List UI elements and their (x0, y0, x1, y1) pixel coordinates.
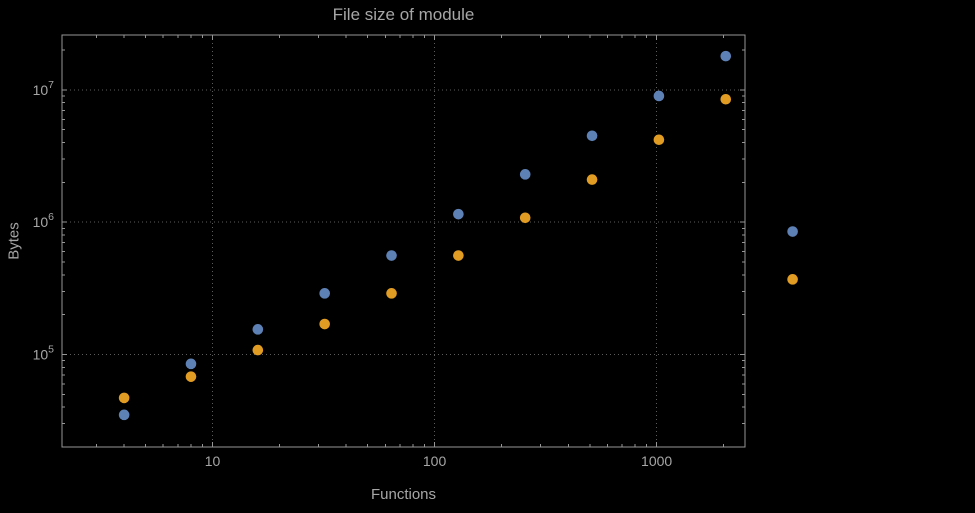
x-axis-label: Functions (370, 486, 437, 503)
data-point-orange (453, 250, 464, 261)
data-point-blue (252, 324, 264, 335)
y-tick-label: 105 (33, 344, 55, 363)
data-point-blue (386, 250, 397, 261)
data-point-orange (720, 93, 732, 105)
y-tick-label: 106 (33, 211, 55, 230)
data-point-blue (185, 358, 197, 370)
plot-frame (61, 34, 746, 448)
y-tick-label: 107 (33, 79, 55, 98)
x-tick-label: 10 (205, 453, 221, 469)
data-point-orange (319, 318, 330, 330)
x-tick-label: 100 (423, 453, 447, 469)
data-point-blue (519, 169, 531, 180)
x-tick-label: 1000 (641, 453, 672, 469)
data-point-orange (252, 344, 264, 356)
data-point-blue (319, 288, 330, 299)
y-axis-label: Bytes (5, 222, 23, 260)
data-point-orange (185, 371, 197, 382)
data-point-orange (118, 392, 130, 404)
data-point-orange (586, 174, 598, 185)
data-point-orange (787, 274, 798, 285)
data-point-orange (519, 212, 531, 224)
data-point-blue (453, 208, 464, 220)
data-point-blue (720, 50, 732, 62)
data-point-blue (653, 90, 665, 102)
data-point-orange (653, 134, 665, 146)
data-point-blue (586, 130, 598, 142)
chart-title: File size of module (332, 5, 475, 24)
data-point-blue (787, 226, 798, 237)
data-point-blue (118, 409, 130, 421)
data-point-orange (386, 288, 397, 299)
